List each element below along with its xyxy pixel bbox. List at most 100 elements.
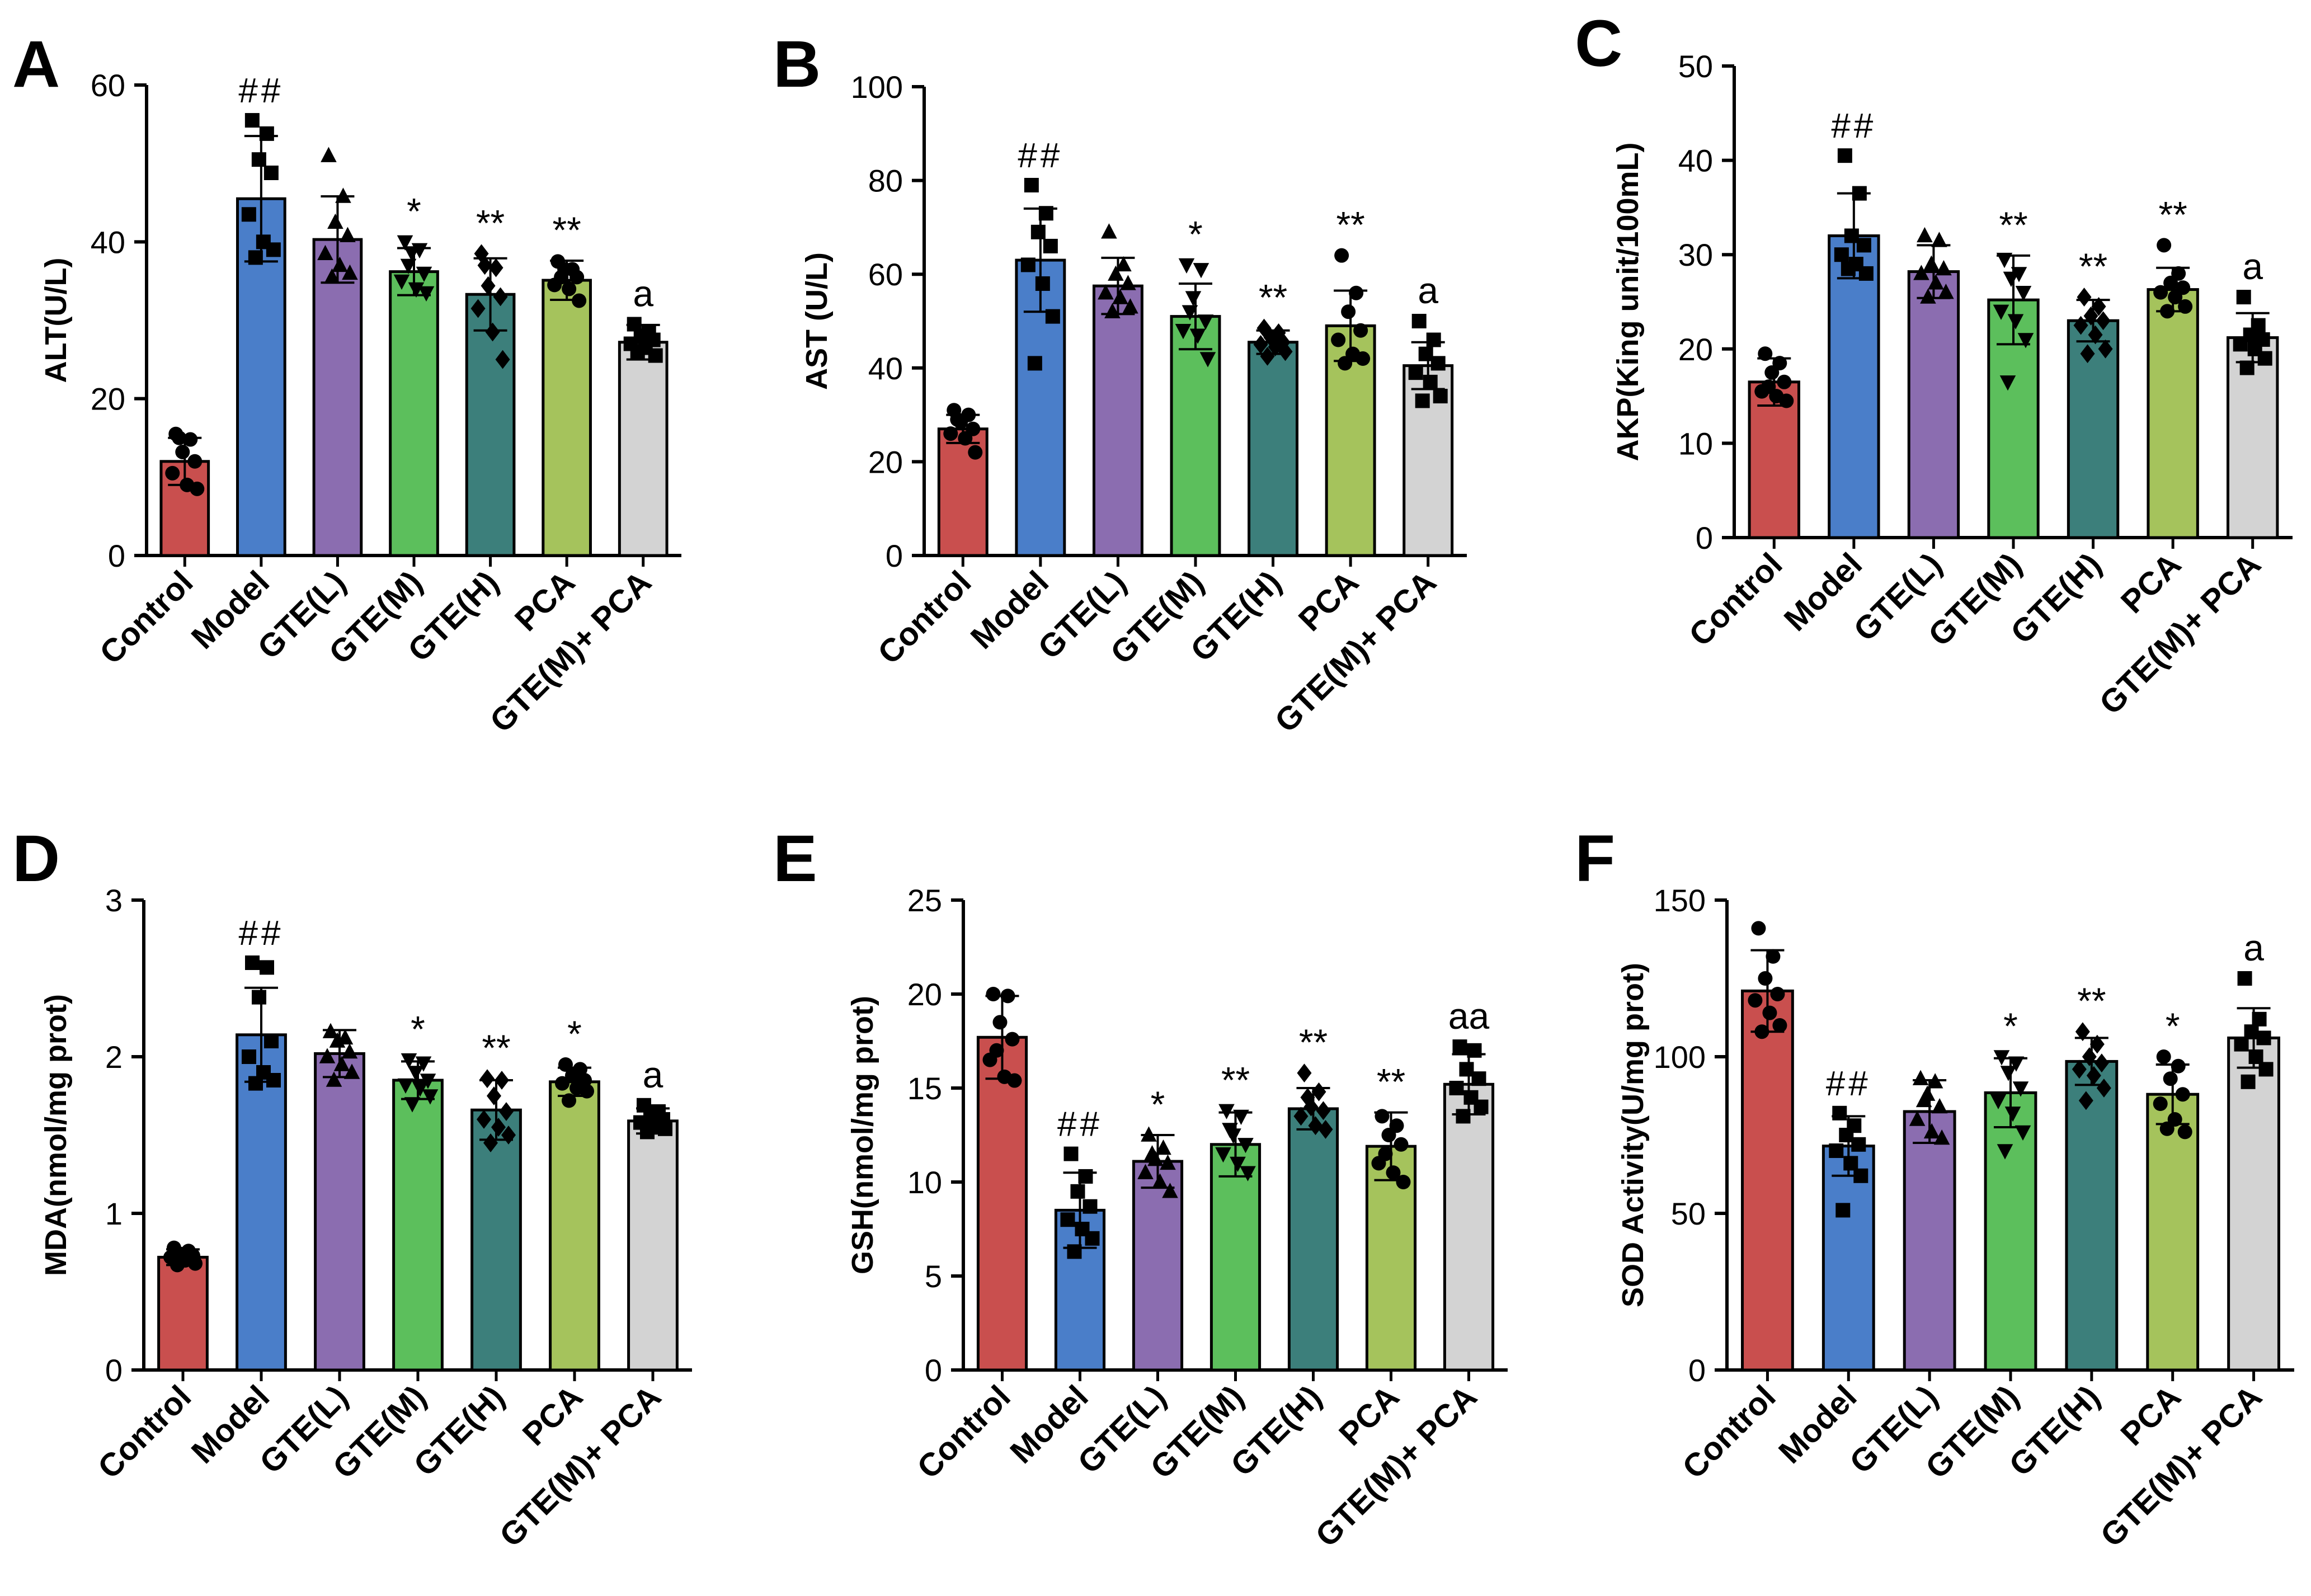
category-label: Control — [1682, 546, 1790, 653]
data-point — [333, 1056, 350, 1071]
data-point — [1215, 1147, 1231, 1163]
data-point — [648, 348, 663, 363]
y-tick-label: 50 — [1671, 1196, 1706, 1231]
data-point — [2163, 1071, 2178, 1086]
bar — [1209, 1143, 1262, 1372]
y-tick-label: 0 — [886, 538, 903, 573]
y-tick-label: 20 — [91, 382, 125, 417]
data-point — [1936, 260, 1952, 276]
significance-label: ** — [1999, 204, 2027, 246]
data-point — [1098, 284, 1114, 300]
data-point — [480, 1069, 495, 1089]
y-tick-label: 50 — [1678, 49, 1713, 84]
data-point — [1829, 1143, 1844, 1158]
data-point — [1456, 1109, 1471, 1124]
data-point — [1060, 1212, 1075, 1227]
panel-F: F 0 50 100 150 SOD Activity(U/mg prot) Control… — [1575, 822, 2294, 1554]
data-point — [1349, 285, 1364, 300]
significance-label: ** — [552, 209, 581, 251]
data-point — [1841, 261, 1856, 276]
data-point — [335, 187, 351, 203]
data-point — [327, 213, 343, 229]
data-point — [2096, 1079, 2111, 1098]
data-point — [2007, 314, 2024, 329]
data-point — [1837, 148, 1852, 163]
data-point — [415, 1056, 432, 1072]
data-point — [1308, 1116, 1323, 1136]
data-point — [1762, 1005, 1777, 1020]
bar — [2146, 1093, 2200, 1372]
panel-letter: B — [773, 27, 821, 101]
data-point — [1933, 1129, 1950, 1145]
data-point — [1240, 1166, 1256, 1181]
bar — [627, 1119, 679, 1372]
data-point — [1990, 1094, 2007, 1109]
bar — [1248, 341, 1299, 557]
significance-label: ** — [2077, 980, 2106, 1021]
data-point — [1120, 275, 1136, 290]
data-point — [1997, 1144, 2013, 1160]
significance-label: * — [2166, 1005, 2180, 1047]
data-point — [401, 1053, 417, 1069]
data-point — [2258, 1062, 2274, 1077]
bar — [549, 1080, 600, 1372]
y-tick-label: 60 — [91, 68, 125, 103]
data-point — [1751, 921, 1766, 936]
data-point — [245, 955, 260, 970]
data-point — [2157, 238, 2172, 253]
significance-label: a — [633, 273, 653, 314]
data-point — [1078, 1169, 1093, 1184]
category-label: GTE(H) — [2002, 1378, 2107, 1483]
data-point — [1851, 1137, 1866, 1152]
data-point — [1858, 266, 1874, 281]
data-point — [263, 165, 279, 180]
data-point — [1835, 1203, 1851, 1218]
data-point — [1423, 374, 1438, 389]
data-point — [2011, 267, 2027, 283]
data-point — [1182, 305, 1198, 321]
y-axis-title: MDA(nmol/mg prot) — [39, 994, 73, 1276]
y-tick-label: 40 — [868, 351, 903, 386]
data-point — [1449, 1081, 1464, 1095]
data-point — [324, 268, 340, 284]
significance-label: * — [407, 190, 421, 232]
panel-A: A0204060ALT(U/L)ControlModel##GTE(L)GTE(… — [12, 27, 681, 740]
data-point — [555, 1076, 569, 1091]
data-point — [1085, 1231, 1100, 1246]
bar — [1984, 1091, 2037, 1372]
significance-label: * — [411, 1009, 425, 1050]
data-point — [1923, 255, 1940, 271]
data-point — [2098, 339, 2113, 359]
data-point — [1070, 1184, 1085, 1199]
bar — [1828, 234, 1880, 539]
data-point — [1193, 263, 1209, 279]
data-point — [1408, 365, 1423, 380]
data-point — [1152, 1173, 1168, 1189]
data-point — [1300, 1087, 1315, 1107]
data-point — [488, 258, 503, 277]
data-point — [1199, 352, 1216, 368]
y-tick-label: 3 — [105, 883, 123, 918]
bar — [1741, 989, 1794, 1372]
data-point — [2244, 1024, 2259, 1039]
data-point — [2177, 1124, 2192, 1140]
data-point — [416, 266, 432, 282]
data-point — [1993, 304, 2009, 320]
data-point — [190, 481, 205, 496]
data-point — [2171, 1058, 2186, 1074]
y-tick-label: 10 — [907, 1165, 942, 1200]
data-point — [1112, 289, 1128, 304]
data-point — [640, 1124, 655, 1140]
data-point — [1913, 265, 1929, 280]
data-point — [408, 282, 425, 298]
data-point — [1999, 375, 2016, 391]
data-point — [1777, 374, 1792, 389]
y-tick-label: 100 — [1654, 1039, 1706, 1075]
category-label: Control — [93, 564, 200, 671]
data-point — [2015, 285, 2032, 302]
